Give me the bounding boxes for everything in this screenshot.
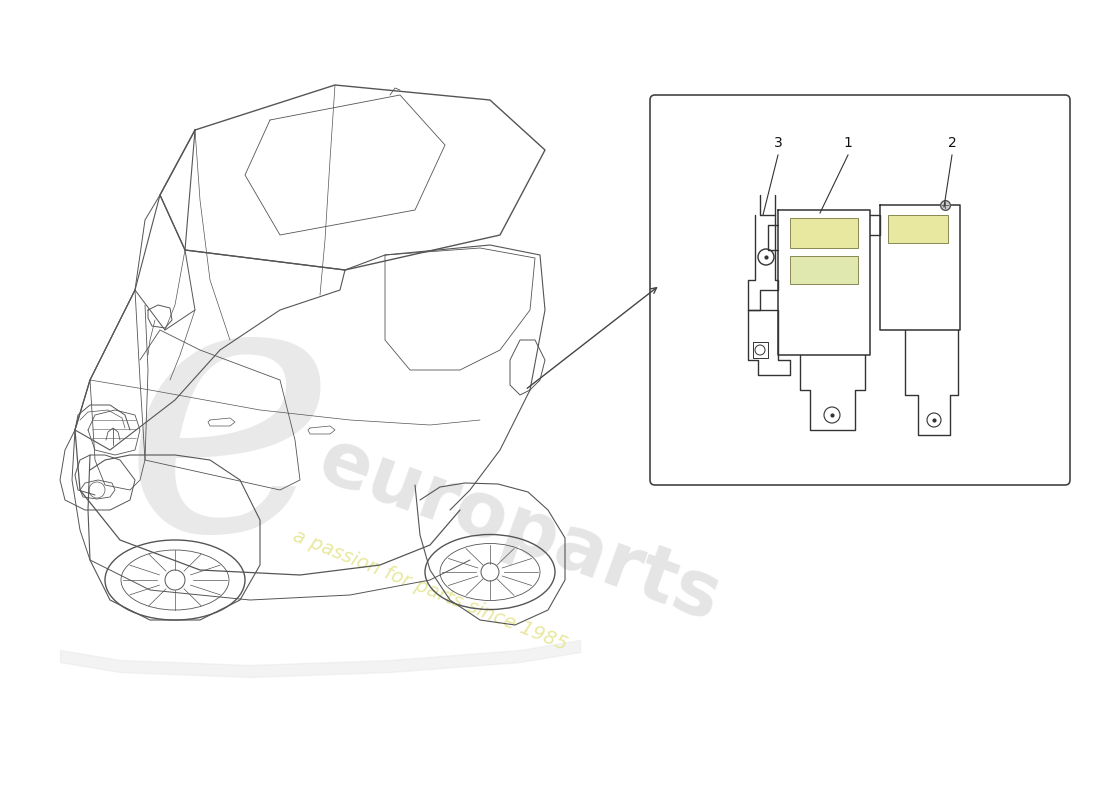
Text: e: e	[123, 255, 337, 605]
Text: 1: 1	[844, 136, 852, 150]
FancyBboxPatch shape	[650, 95, 1070, 485]
Text: 2: 2	[947, 136, 956, 150]
FancyBboxPatch shape	[888, 215, 948, 243]
FancyBboxPatch shape	[790, 256, 858, 284]
Text: europarts: europarts	[309, 423, 730, 637]
Text: 3: 3	[773, 136, 782, 150]
FancyBboxPatch shape	[790, 218, 858, 248]
Text: a passion for parts since 1985: a passion for parts since 1985	[290, 526, 570, 654]
